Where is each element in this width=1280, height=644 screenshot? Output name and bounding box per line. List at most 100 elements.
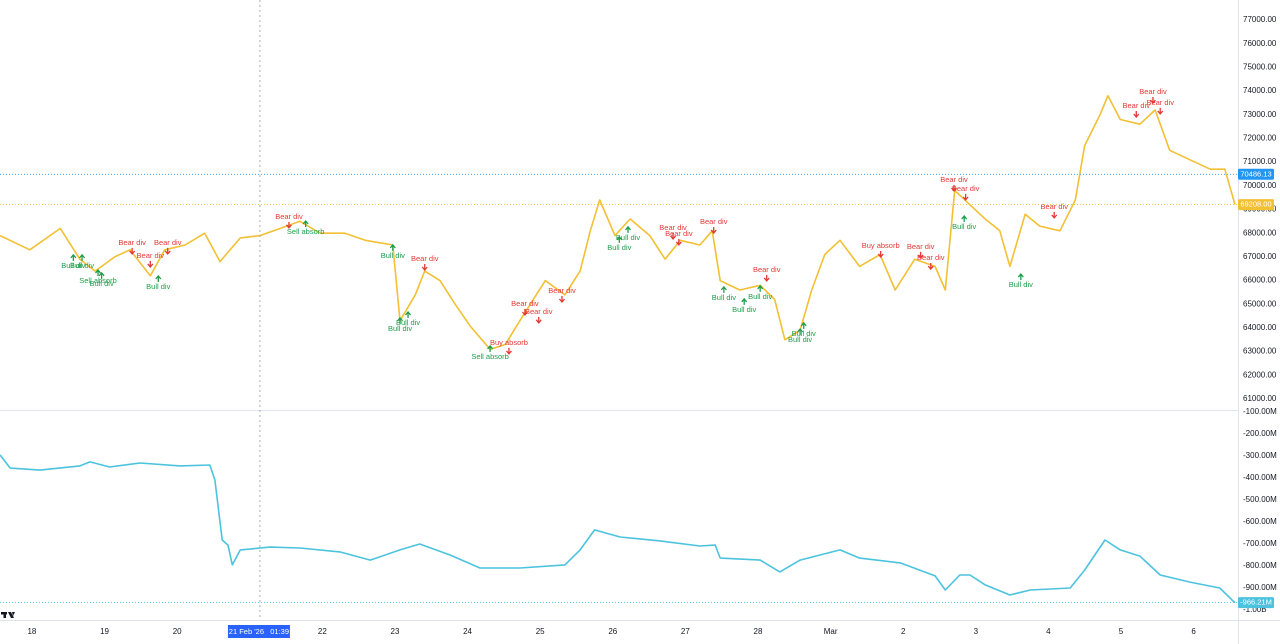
annotation-arrow: [625, 225, 632, 233]
annotation-label: Bear div: [1146, 98, 1174, 107]
annotation-label: Bear div: [659, 223, 687, 232]
annotation-label: Bull div: [788, 335, 812, 344]
annotation-label: Bear div: [137, 251, 165, 260]
x-tick-label: 18: [27, 627, 36, 636]
price-label: -966.21M: [1240, 598, 1272, 607]
annotation-arrow: [164, 247, 171, 255]
y-tick-label: -1.00B: [1243, 605, 1267, 614]
annotation-arrow: [951, 184, 958, 192]
annotation-arrow: [710, 227, 717, 235]
annotation-arrow: [70, 253, 77, 261]
annotation-arrow: [389, 243, 396, 251]
annotation-arrow: [1157, 107, 1164, 115]
annotation-arrow: [720, 285, 727, 293]
annotation-label: Bear div: [525, 307, 553, 316]
y-tick-label: -800.00M: [1243, 561, 1277, 570]
crosshair-label-box: [227, 625, 290, 638]
annotation-arrow: [917, 251, 924, 259]
y-tick-label: 72000.00: [1243, 134, 1277, 143]
annotation-label: Bull div: [396, 318, 420, 327]
annotation-label: Sell absorb: [79, 276, 117, 285]
y-tick-label: 76000.00: [1243, 39, 1277, 48]
annotation-label: Bull div: [952, 222, 976, 231]
y-tick-label: -900.00M: [1243, 583, 1277, 592]
annotation-arrow: [962, 193, 969, 201]
annotation-label: Bull div: [712, 293, 736, 302]
annotation-label: Bear div: [275, 212, 303, 221]
y-tick-label: 74000.00: [1243, 86, 1277, 95]
annotation-label: Bear div: [548, 286, 576, 295]
annotation-arrow: [763, 274, 770, 282]
annotation-label: Sell absorb: [471, 352, 509, 361]
annotation-label: Bull div: [90, 279, 114, 288]
annotation-arrow: [535, 316, 542, 324]
annotation-label: Buy absorb: [490, 338, 528, 347]
annotation-label: Bear div: [1123, 101, 1151, 110]
annotation-arrow: [95, 269, 102, 277]
annotation-arrow: [285, 221, 292, 229]
annotation-label: Bear div: [700, 217, 728, 226]
annotation-arrow: [397, 316, 404, 324]
annotation-label: Bull div: [607, 243, 631, 252]
y-tick-label: -700.00M: [1243, 539, 1277, 548]
annotation-arrow: [129, 247, 136, 255]
annotation-label: Bear div: [665, 229, 693, 238]
annotation-label: Bear div: [907, 242, 935, 251]
x-tick-label: 23: [391, 627, 400, 636]
annotation-arrow: [505, 347, 512, 355]
annotation-label: Bull div: [748, 292, 772, 301]
y-tick-label: -500.00M: [1243, 495, 1277, 504]
annotation-label: Sell absorb: [287, 227, 325, 236]
x-tick-label: 19: [100, 627, 109, 636]
y-tick-label: -600.00M: [1243, 517, 1277, 526]
annotation-arrow: [521, 309, 528, 317]
x-tick-label: 22: [318, 627, 327, 636]
annotation-label: Bull div: [1009, 280, 1033, 289]
y-tick-label: 70000.00: [1243, 181, 1277, 190]
x-tick-label: 28: [754, 627, 763, 636]
price-label: 69208.00: [1240, 200, 1271, 209]
annotation-arrow: [675, 238, 682, 246]
x-tick-label: 27: [681, 627, 690, 636]
x-tick-label: 3: [974, 627, 979, 636]
x-tick-label: 5: [1119, 627, 1124, 636]
annotation-label: Bull div: [61, 261, 85, 270]
y-tick-label: 73000.00: [1243, 110, 1277, 119]
annotation-label: Bear div: [940, 175, 968, 184]
annotation-label: Bull div: [388, 324, 412, 333]
y-tick-label: -300.00M: [1243, 451, 1277, 460]
y-tick-label: 63000.00: [1243, 347, 1277, 356]
x-tick-label: 6: [1191, 627, 1196, 636]
annotation-arrow: [155, 274, 162, 282]
y-tick-label: 65000.00: [1243, 299, 1277, 308]
y-tick-label: 77000.00: [1243, 15, 1277, 24]
y-tick-label: 64000.00: [1243, 323, 1277, 332]
annotation-arrow: [1051, 211, 1058, 219]
annotation-label: Buy absorb: [862, 241, 900, 250]
annotation-arrow: [616, 235, 623, 243]
y-tick-label: 67000.00: [1243, 252, 1277, 261]
y-tick-label: 71000.00: [1243, 157, 1277, 166]
annotation-label: Bear div: [917, 253, 945, 262]
y-tick-label: -400.00M: [1243, 473, 1277, 482]
annotation-label: Bear div: [952, 184, 980, 193]
annotation-arrow: [877, 250, 884, 258]
annotation-arrow: [961, 215, 968, 223]
x-tick-label: 20: [173, 627, 182, 636]
y-tick-label: -200.00M: [1243, 429, 1277, 438]
series-line: [0, 95, 1236, 351]
annotation-arrow: [147, 260, 154, 268]
annotation-arrow: [421, 264, 428, 272]
x-tick-label: 4: [1046, 627, 1051, 636]
annotation-arrow: [1149, 97, 1156, 105]
price-label-box: [1238, 597, 1274, 609]
annotation-label: Bull div: [70, 261, 94, 270]
price-label-box: [1238, 168, 1274, 180]
y-tick-label: 68000.00: [1243, 228, 1277, 237]
annotation-arrow: [98, 271, 105, 279]
annotation-arrow: [1133, 110, 1140, 119]
annotation-label: Bear div: [1139, 87, 1167, 96]
x-tick-label: 24: [463, 627, 472, 636]
